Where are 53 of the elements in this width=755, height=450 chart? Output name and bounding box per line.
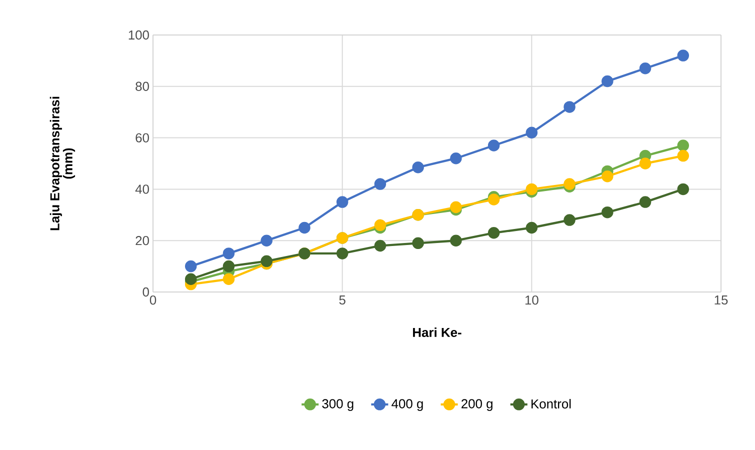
point xyxy=(602,206,614,218)
point xyxy=(374,240,386,252)
point xyxy=(488,140,500,152)
point xyxy=(564,101,576,113)
point xyxy=(677,140,690,152)
point xyxy=(374,219,386,232)
point xyxy=(412,237,424,250)
y-tick-label: 80 xyxy=(136,82,149,91)
point xyxy=(602,75,614,88)
point xyxy=(222,260,235,272)
y-axis-title: Laju Evapotranspirasi (mm) xyxy=(50,96,76,230)
point xyxy=(564,178,576,190)
point xyxy=(450,201,462,214)
legend-label: 200 g xyxy=(462,399,492,411)
point xyxy=(564,214,576,226)
point xyxy=(298,222,310,234)
point xyxy=(260,234,272,246)
x-tick-label: 10 xyxy=(525,296,538,305)
point xyxy=(184,273,197,286)
x-axis-title: Hari Ke- xyxy=(413,328,462,338)
point xyxy=(336,248,348,260)
legend-label: 300 g xyxy=(322,399,354,411)
point xyxy=(222,248,235,260)
x-tick-label: 0 xyxy=(150,296,156,305)
point xyxy=(412,161,424,174)
point xyxy=(374,178,386,190)
legend-label: 400 g xyxy=(392,399,423,411)
point xyxy=(677,150,690,162)
point xyxy=(526,183,538,196)
point xyxy=(677,183,690,196)
y-tick-label: 100 xyxy=(128,30,149,40)
point xyxy=(526,126,538,139)
point xyxy=(222,273,235,286)
legend-label: Kontrol xyxy=(532,398,571,408)
point xyxy=(260,255,272,268)
y-tick-label: 60 xyxy=(136,133,149,142)
point xyxy=(639,158,652,170)
x-tick-label: 5 xyxy=(339,296,346,305)
point xyxy=(677,50,690,62)
x-tick-label: 15 xyxy=(714,296,728,305)
point xyxy=(488,227,500,239)
point xyxy=(450,234,462,246)
y-tick-label: 20 xyxy=(136,236,149,246)
point xyxy=(450,152,462,164)
point xyxy=(639,62,652,74)
point xyxy=(336,196,348,208)
point xyxy=(184,260,197,272)
point xyxy=(526,222,538,234)
point xyxy=(602,170,614,182)
point xyxy=(488,194,500,206)
y-tick-label: 0 xyxy=(142,287,149,297)
point xyxy=(639,196,652,208)
y-tick-label: 40 xyxy=(135,184,149,194)
